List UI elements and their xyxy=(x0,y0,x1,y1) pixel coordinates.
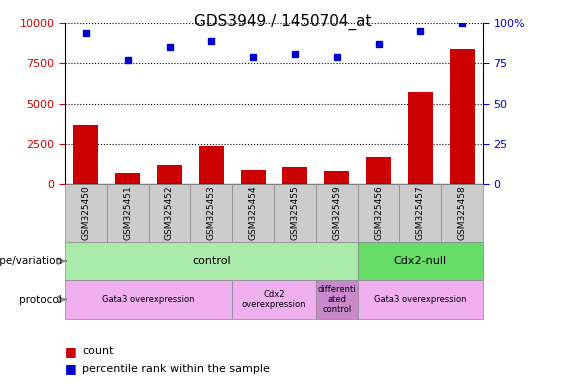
Text: ■: ■ xyxy=(65,362,77,375)
Text: GSM325453: GSM325453 xyxy=(207,186,216,240)
Bar xyxy=(115,173,140,184)
Text: control: control xyxy=(192,256,231,266)
Bar xyxy=(65,242,358,280)
Bar xyxy=(149,184,190,242)
Bar xyxy=(358,280,483,319)
Bar xyxy=(107,184,149,242)
Text: GSM325452: GSM325452 xyxy=(165,186,174,240)
Bar xyxy=(399,184,441,242)
Text: GSM325451: GSM325451 xyxy=(123,186,132,240)
Text: Cdx2
overexpression: Cdx2 overexpression xyxy=(242,290,306,309)
Bar xyxy=(232,184,274,242)
Text: GSM325456: GSM325456 xyxy=(374,186,383,240)
Bar xyxy=(232,280,316,319)
Text: count: count xyxy=(82,346,114,356)
Bar xyxy=(358,184,399,242)
Bar xyxy=(324,171,349,184)
Bar xyxy=(316,280,358,319)
Text: GDS3949 / 1450704_at: GDS3949 / 1450704_at xyxy=(194,13,371,30)
Bar xyxy=(73,125,98,184)
Bar xyxy=(316,184,358,242)
Bar xyxy=(450,49,475,184)
Text: GSM325459: GSM325459 xyxy=(332,186,341,240)
Text: GSM325450: GSM325450 xyxy=(81,186,90,240)
Bar xyxy=(408,93,433,184)
Bar xyxy=(65,184,107,242)
Bar xyxy=(157,165,182,184)
Text: GSM325454: GSM325454 xyxy=(249,186,258,240)
Text: differenti
ated
control: differenti ated control xyxy=(318,285,356,314)
Bar xyxy=(282,167,307,184)
Bar xyxy=(441,184,483,242)
Bar xyxy=(190,184,232,242)
Bar xyxy=(241,170,266,184)
Text: GSM325458: GSM325458 xyxy=(458,186,467,240)
Text: Gata3 overexpression: Gata3 overexpression xyxy=(374,295,467,304)
Bar xyxy=(274,184,316,242)
Bar xyxy=(65,280,232,319)
Text: ■: ■ xyxy=(65,345,77,358)
Bar xyxy=(366,157,391,184)
Text: Gata3 overexpression: Gata3 overexpression xyxy=(102,295,195,304)
Bar xyxy=(358,242,483,280)
Text: Cdx2-null: Cdx2-null xyxy=(394,256,447,266)
Text: protocol: protocol xyxy=(19,295,62,305)
Text: percentile rank within the sample: percentile rank within the sample xyxy=(82,364,270,374)
Text: GSM325457: GSM325457 xyxy=(416,186,425,240)
Text: GSM325455: GSM325455 xyxy=(290,186,299,240)
Bar xyxy=(199,146,224,184)
Text: genotype/variation: genotype/variation xyxy=(0,256,62,266)
